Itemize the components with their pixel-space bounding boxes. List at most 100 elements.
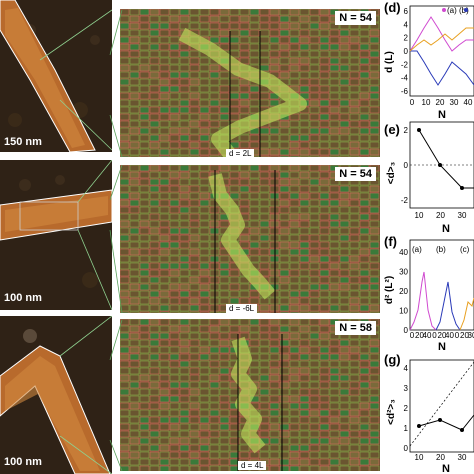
- y-tick-label: 30: [399, 268, 408, 277]
- lattice-cell: [359, 57, 370, 65]
- lattice-cell: [259, 171, 270, 179]
- lattice-cell: [219, 465, 230, 471]
- lattice-cell: [259, 381, 270, 389]
- lattice-cell: [359, 199, 370, 207]
- lattice-cell: [179, 360, 190, 368]
- lattice-cell: [149, 430, 160, 438]
- lattice-cell: [259, 325, 270, 333]
- lattice-cell: [289, 437, 300, 445]
- lattice-cell: [359, 71, 370, 79]
- lattice-cell: [189, 465, 200, 471]
- lattice-cell: [120, 283, 130, 291]
- lattice-cell: [329, 458, 340, 466]
- lattice-cell: [149, 262, 160, 270]
- lattice-cell: [339, 134, 350, 142]
- lattice-cell: [319, 185, 330, 193]
- lattice-cell: [149, 64, 160, 72]
- lattice-cell: [189, 346, 200, 354]
- lattice-cell: [239, 283, 250, 291]
- lattice-cell: [179, 227, 190, 235]
- lattice-cell: [299, 388, 310, 396]
- lattice-cell: [329, 290, 340, 298]
- lattice-cell: [259, 388, 270, 396]
- lattice-cell: [359, 241, 370, 249]
- lattice-cell: [269, 9, 280, 16]
- lattice-cell: [159, 437, 170, 445]
- lattice-cell: [279, 241, 290, 249]
- lattice-cell: [329, 141, 340, 149]
- lattice-cell: [120, 9, 130, 16]
- lattice-cell: [319, 311, 330, 313]
- lattice-cell: [359, 213, 370, 221]
- stm-image-a: N = 54 d = 2L: [120, 9, 380, 157]
- lattice-cell: [299, 220, 310, 228]
- lattice-cell: [189, 255, 200, 263]
- lattice-cell: [309, 178, 320, 186]
- lattice-cell: [289, 227, 300, 235]
- lattice-cell: [120, 134, 130, 142]
- lattice-cell: [219, 444, 230, 452]
- lattice-cell: [229, 185, 240, 193]
- lattice-cell: [129, 92, 140, 100]
- lattice-cell: [289, 283, 300, 291]
- lattice-cell: [159, 64, 170, 72]
- lattice-cell: [349, 99, 360, 107]
- lattice-cell: [319, 106, 330, 114]
- lattice-cell: [349, 423, 360, 431]
- lattice-cell: [209, 120, 220, 128]
- lattice-cell: [169, 92, 180, 100]
- lattice-cell: [159, 206, 170, 214]
- lattice-cell: [309, 127, 320, 135]
- lattice-cell: [209, 106, 220, 114]
- lattice-cell: [359, 92, 370, 100]
- lattice-cell: [159, 297, 170, 305]
- lattice-cell: [219, 346, 230, 354]
- lattice-cell: [329, 311, 340, 313]
- lattice-cell: [139, 127, 150, 135]
- lattice-cell: [219, 339, 230, 347]
- lattice-cell: [189, 155, 200, 157]
- lattice-cell: [189, 78, 200, 86]
- lattice-cell: [329, 269, 340, 277]
- lattice-cell: [329, 106, 340, 114]
- lattice-cell: [139, 458, 150, 466]
- lattice-cell: [149, 416, 160, 424]
- lattice-cell: [179, 423, 190, 431]
- series-a-line: [409, 16, 474, 52]
- lattice-cell: [179, 127, 190, 135]
- lattice-cell: [289, 36, 300, 44]
- lattice-cell: [369, 220, 380, 228]
- lattice-cell: [299, 346, 310, 354]
- lattice-cell: [209, 465, 220, 471]
- lattice-cell: [239, 141, 250, 149]
- lattice-cell: [369, 367, 380, 375]
- lattice-cell: [189, 50, 200, 58]
- lattice-cell: [259, 395, 270, 403]
- series-line: [418, 129, 474, 189]
- lattice-cell: [319, 141, 330, 149]
- lattice-cell: [299, 339, 310, 347]
- lattice-cell: [259, 304, 270, 312]
- lattice-cell: [359, 416, 370, 424]
- lattice-cell: [219, 43, 230, 51]
- lattice-cell: [329, 178, 340, 186]
- lattice-cell: [149, 220, 160, 228]
- y-tick-label: 0: [404, 326, 409, 335]
- lattice-cell: [129, 9, 140, 16]
- lattice-cell: [129, 192, 140, 200]
- lattice-cell: [120, 416, 130, 424]
- lattice-cell: [249, 57, 260, 65]
- lattice-cell: [369, 50, 380, 58]
- lattice-cell: [329, 234, 340, 242]
- lattice-cell: [129, 141, 140, 149]
- lattice-cell: [189, 241, 200, 249]
- lattice-cell: [219, 283, 230, 291]
- lattice-cell: [159, 227, 170, 235]
- lattice-cell: [299, 465, 310, 471]
- lattice-cell: [249, 319, 260, 326]
- lattice-cell: [369, 353, 380, 361]
- lattice-cell: [159, 141, 170, 149]
- lattice-cell: [249, 255, 260, 263]
- lattice-cell: [139, 262, 150, 270]
- lattice-cell: [159, 234, 170, 242]
